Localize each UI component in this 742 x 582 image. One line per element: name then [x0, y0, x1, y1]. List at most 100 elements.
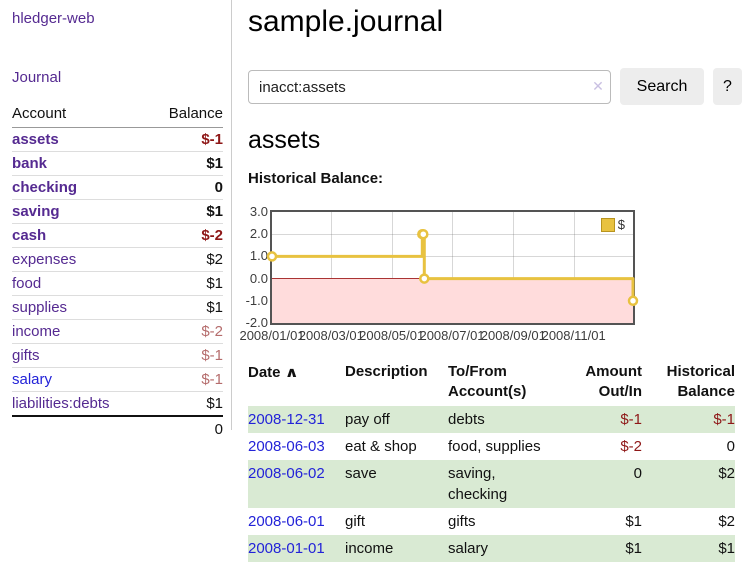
v-gridline — [331, 212, 333, 323]
register-description: eat & shop — [345, 438, 417, 455]
help-button[interactable]: ? — [713, 68, 742, 105]
account-link[interactable]: expenses — [12, 251, 77, 268]
accounts-col-account: Account — [12, 102, 148, 128]
register-balance: $1 — [718, 540, 735, 557]
v-gridline — [452, 212, 453, 323]
account-row: income $-2 — [12, 319, 223, 344]
register-accounts: debts — [448, 411, 485, 428]
register-description: pay off — [345, 411, 390, 428]
account-link[interactable]: food — [12, 275, 42, 292]
y-tick-label: 3.0 — [249, 204, 268, 219]
register-row: 2008-06-02 save saving, checking 0 $2 — [248, 460, 735, 508]
x-tick-label: 2008/11/01 — [541, 328, 606, 343]
register-accounts: salary — [448, 540, 489, 557]
v-gridline — [391, 212, 393, 323]
register-col-balance: Historical Balance — [666, 363, 735, 400]
account-balance: $-1 — [147, 343, 223, 368]
account-balance: $1 — [147, 295, 223, 320]
y-tick-label: 0.0 — [249, 270, 268, 286]
chart-title: Historical Balance: — [248, 170, 384, 187]
account-balance: $-2 — [147, 319, 223, 344]
account-row: cash $-2 — [12, 223, 223, 248]
account-link[interactable]: supplies — [12, 299, 68, 316]
register-accounts: saving, checking — [448, 465, 508, 503]
account-row: expenses $2 — [12, 247, 223, 272]
search-input[interactable] — [248, 70, 611, 104]
h-gridline — [272, 234, 633, 236]
account-row: supplies $1 — [12, 295, 223, 320]
chart-legend: $ — [598, 216, 627, 233]
register-col-date[interactable]: Date ∧ — [248, 364, 299, 381]
register-description: gift — [345, 513, 366, 530]
account-link[interactable]: gifts — [12, 347, 40, 364]
register-amount: $-1 — [620, 411, 642, 428]
y-tick-label: -2.0 — [245, 315, 268, 330]
account-balance: $-1 — [147, 127, 223, 152]
account-row: bank $1 — [12, 151, 223, 176]
register-row: 2008-06-01 gift gifts $1 $2 — [248, 508, 735, 535]
register-table: Date ∧ Description To/From Account(s) Amo… — [248, 360, 735, 562]
register-row: 2008-01-01 income salary $1 $1 — [248, 535, 735, 562]
balance-chart: $ — [266, 212, 639, 323]
account-link[interactable]: income — [12, 323, 61, 340]
account-balance: $1 — [147, 199, 223, 224]
account-balance: $1 — [147, 391, 223, 417]
clear-search-icon[interactable]: ✕ — [592, 78, 604, 94]
register-col-accounts: To/From Account(s) — [448, 363, 527, 400]
register-balance: $-1 — [713, 411, 735, 428]
chart-y-axis-labels: 3.0 2.0 1.0 0.0 -1.0 -2.0 — [236, 204, 268, 330]
sidebar-item-journal[interactable]: Journal — [12, 69, 62, 86]
x-tick-label: 2008/09/01 — [480, 328, 546, 343]
y-tick-label: 2.0 — [249, 226, 268, 242]
chart-x-axis-labels: 2008/01/01 2008/03/01 2008/05/01 2008/07/01… — [239, 328, 633, 344]
x-tick-label: 2008/07/01 — [419, 328, 485, 343]
account-row: liabilities:debts $1 — [12, 391, 223, 417]
account-link[interactable]: salary — [12, 371, 53, 388]
register-description: income — [345, 540, 394, 557]
sort-asc-icon: ∧ — [284, 364, 299, 380]
x-tick-label: 2008/01/01 — [239, 328, 305, 343]
register-col-description: Description — [345, 363, 428, 380]
register-date-link[interactable]: 2008-06-03 — [248, 438, 325, 455]
register-amount: $-2 — [620, 438, 642, 455]
accounts-col-balance: Balance — [147, 102, 223, 128]
search-button[interactable]: Search — [620, 68, 704, 105]
x-tick-label: 2008/05/01 — [359, 328, 425, 343]
register-description: save — [345, 465, 377, 482]
account-row: salary $-1 — [12, 367, 223, 392]
register-row: 2008-06-03 eat & shop food, supplies $-2 0 — [248, 433, 735, 460]
h-gridline — [272, 256, 633, 258]
accounts-table: Account Balance assets $-1 bank $1 checking 0… — [12, 102, 223, 441]
account-balance: 0 — [147, 175, 223, 200]
register-amount: $1 — [625, 540, 642, 557]
series-line — [266, 228, 639, 307]
register-date-link[interactable]: 2008-01-01 — [248, 540, 325, 557]
account-link[interactable]: saving — [12, 203, 60, 220]
register-balance: 0 — [726, 438, 735, 455]
sidebar: hledger-web Journal Account Balance asse… — [0, 0, 232, 441]
register-date-link[interactable]: 2008-06-02 — [248, 465, 325, 482]
account-link[interactable]: assets — [12, 131, 59, 148]
app-title-link[interactable]: hledger-web — [12, 10, 95, 27]
register-accounts: gifts — [448, 513, 476, 530]
account-row: assets $-1 — [12, 127, 223, 152]
register-amount: $1 — [625, 513, 642, 530]
account-row: checking 0 — [12, 175, 223, 200]
account-link[interactable]: checking — [12, 179, 78, 196]
register-date-link[interactable]: 2008-06-01 — [248, 513, 325, 530]
legend-label: $ — [617, 217, 625, 232]
x-tick-label: 2008/03/01 — [298, 328, 364, 343]
account-balance: $2 — [147, 247, 223, 272]
account-row: food $1 — [12, 271, 223, 296]
register-date-link[interactable]: 2008-12-31 — [248, 411, 325, 428]
account-row: gifts $-1 — [12, 343, 223, 368]
register-accounts: food, supplies — [448, 438, 541, 455]
account-link[interactable]: bank — [12, 155, 48, 172]
account-balance: $-1 — [147, 367, 223, 392]
register-amount: 0 — [633, 465, 642, 482]
account-link[interactable]: liabilities:debts — [12, 395, 110, 412]
register-balance: $2 — [718, 465, 735, 482]
account-link[interactable]: cash — [12, 227, 47, 244]
register-col-amount: Amount Out/In — [585, 363, 642, 400]
account-balance: $-2 — [147, 223, 223, 248]
